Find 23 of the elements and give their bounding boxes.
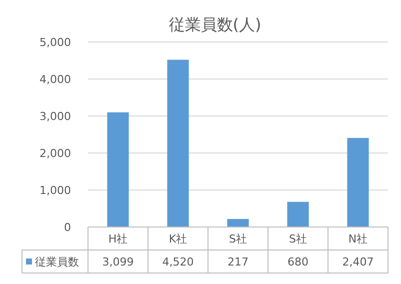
y-tick-label: 3,000 (40, 110, 71, 123)
y-tick-label: 4,000 (40, 73, 71, 86)
data-label: 4,520 (162, 256, 194, 268)
x-tick-label: S社 (289, 232, 307, 246)
y-tick-label: 2,000 (40, 147, 71, 160)
data-label: 680 (288, 256, 308, 268)
bar (107, 112, 129, 227)
x-tick-label: H社 (108, 232, 128, 246)
chart-title: 従業員数(人) (168, 15, 262, 34)
data-label: 217 (228, 256, 248, 268)
bar (227, 218, 249, 227)
bar (347, 138, 369, 227)
x-tick-label: K社 (168, 232, 188, 246)
y-tick-label: 1,000 (40, 184, 71, 197)
x-tick-label: N社 (348, 232, 368, 246)
data-label: 3,099 (102, 256, 134, 268)
x-tick-label: S社 (229, 232, 247, 246)
legend-label: 従業員数 (35, 256, 79, 268)
data-label: 2,407 (342, 256, 374, 268)
y-tick-label: 5,000 (40, 36, 71, 49)
bar (287, 202, 309, 227)
y-tick-label: 0 (64, 221, 71, 234)
bar (167, 60, 189, 227)
